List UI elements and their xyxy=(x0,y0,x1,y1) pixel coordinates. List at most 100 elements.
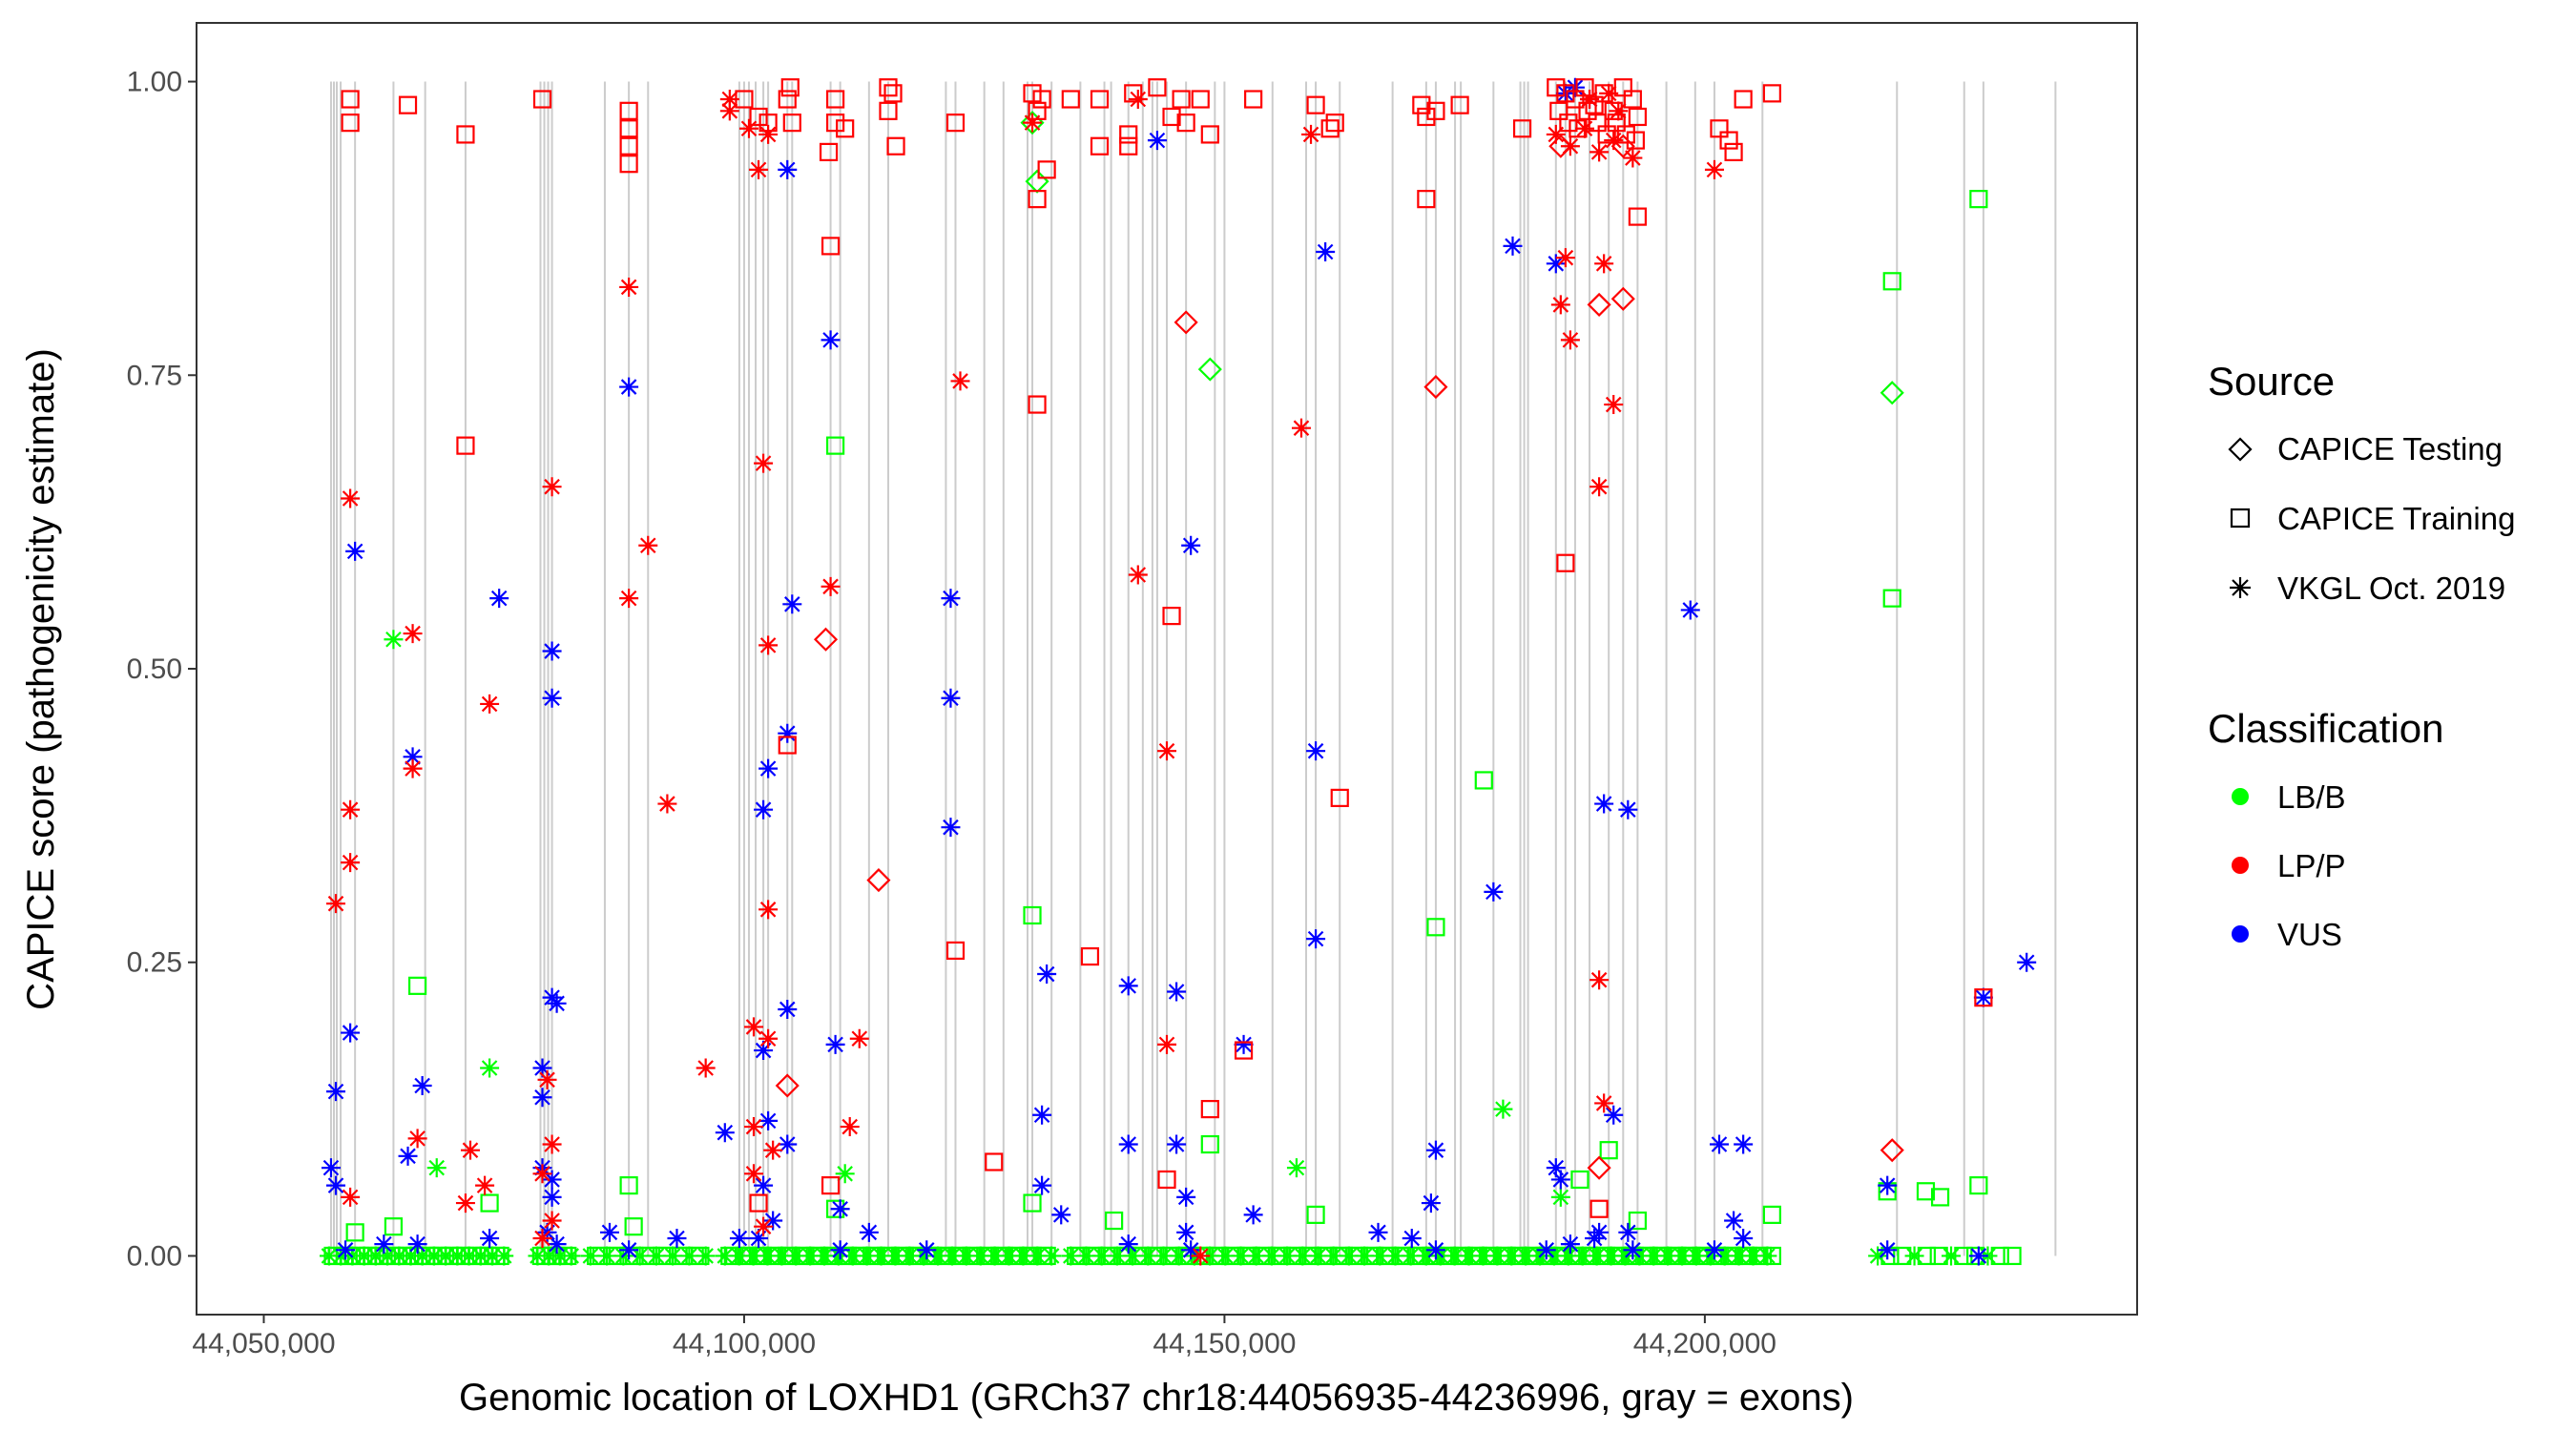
data-point-asterisk xyxy=(1355,1246,1375,1266)
data-point-square xyxy=(1037,160,1056,179)
data-point-square xyxy=(1570,1170,1589,1190)
data-point-diamond xyxy=(866,868,891,893)
data-point-square xyxy=(1330,788,1349,808)
data-point-square xyxy=(1090,136,1110,156)
data-point-asterisk xyxy=(341,853,361,873)
data-point-asterisk xyxy=(1589,1222,1610,1242)
data-point-asterisk xyxy=(1575,118,1595,138)
data-point-square xyxy=(1599,1141,1618,1160)
data-point-asterisk xyxy=(336,1240,356,1260)
data-point-asterisk xyxy=(341,799,361,819)
data-point-asterisk xyxy=(1729,1246,1749,1266)
data-point-square xyxy=(1917,1246,1936,1266)
data-point-asterisk xyxy=(1316,242,1336,262)
data-point-asterisk xyxy=(547,1234,567,1255)
data-point-asterisk xyxy=(1516,1246,1536,1266)
data-point-asterisk xyxy=(729,1246,749,1266)
data-point-asterisk xyxy=(857,1246,877,1266)
data-point-square xyxy=(945,941,966,961)
data-point-asterisk xyxy=(326,894,346,914)
data-point-asterisk xyxy=(900,1246,920,1266)
data-point-asterisk xyxy=(758,1246,778,1266)
data-point-asterisk xyxy=(1339,1246,1359,1266)
data-point-asterisk xyxy=(1107,1246,1127,1266)
data-point-asterisk xyxy=(1904,1246,1924,1266)
data-point-asterisk xyxy=(763,1211,783,1231)
data-point-asterisk xyxy=(1425,1140,1445,1160)
data-point-diamond xyxy=(1174,310,1198,335)
data-point-square xyxy=(1762,84,1781,103)
data-point-asterisk xyxy=(532,1164,552,1184)
y-tick-label: 0.75 xyxy=(127,360,182,391)
data-point-asterisk xyxy=(715,1246,735,1266)
data-point-square xyxy=(886,136,905,156)
data-point-asterisk xyxy=(597,1246,617,1266)
data-point-asterisk xyxy=(1037,964,1057,985)
data-point-asterisk xyxy=(542,1170,562,1190)
data-point-square xyxy=(1882,589,1901,608)
data-point-asterisk xyxy=(778,159,798,179)
data-point-asterisk xyxy=(1743,1246,1763,1266)
data-point-asterisk xyxy=(542,1134,562,1154)
data-point-asterisk xyxy=(754,1175,774,1195)
data-point-asterisk xyxy=(1123,1246,1143,1266)
data-point-square xyxy=(480,1193,499,1213)
data-point-asterisk xyxy=(1594,1093,1614,1113)
data-point-square xyxy=(826,436,845,455)
data-point-square xyxy=(1930,1188,1950,1207)
data-point-square xyxy=(1176,114,1195,133)
data-point-asterisk xyxy=(403,758,423,778)
legend-source-item: CAPICE Training xyxy=(2230,501,2515,536)
data-point-square xyxy=(341,90,360,109)
data-point-asterisk xyxy=(619,277,639,297)
data-point-asterisk xyxy=(738,118,758,138)
data-point-asterisk xyxy=(1868,1246,1888,1266)
data-point-asterisk xyxy=(1672,1246,1693,1266)
data-point-square xyxy=(836,119,855,138)
data-point-asterisk xyxy=(326,1082,346,1102)
data-point-square xyxy=(1724,142,1743,161)
data-point-square xyxy=(1578,101,1597,120)
data-point-square xyxy=(1628,1211,1647,1231)
legend: Source CAPICE Testing CAPICE Training VK… xyxy=(2208,359,2515,952)
legend-square-icon xyxy=(2230,508,2251,529)
data-point-asterisk xyxy=(489,589,509,609)
data-point-square xyxy=(456,436,475,455)
data-point-asterisk xyxy=(941,818,961,838)
data-point-asterisk xyxy=(532,1058,552,1078)
data-point-square xyxy=(1200,125,1219,144)
data-point-asterisk xyxy=(1594,794,1614,814)
data-point-asterisk xyxy=(1028,1246,1048,1266)
data-point-asterisk xyxy=(1724,1211,1744,1231)
data-point-square xyxy=(1450,95,1469,114)
data-point-asterisk xyxy=(542,1211,562,1231)
data-point-asterisk xyxy=(1176,1187,1196,1207)
data-point-asterisk xyxy=(985,1246,1005,1266)
data-point-square xyxy=(1588,114,1607,133)
data-point-asterisk xyxy=(1555,248,1575,268)
data-point-asterisk xyxy=(830,1240,850,1260)
data-point-asterisk xyxy=(758,758,779,778)
data-point-asterisk xyxy=(532,1228,552,1248)
data-point-asterisk xyxy=(849,1028,869,1048)
data-point-asterisk xyxy=(1306,741,1326,761)
data-point-asterisk xyxy=(1536,1240,1556,1260)
data-point-square xyxy=(1105,1211,1124,1231)
data-point-asterisk xyxy=(821,330,841,350)
data-point-square xyxy=(341,114,360,133)
data-point-square xyxy=(2003,1246,2022,1266)
data-point-square xyxy=(1974,988,1993,1007)
data-point-asterisk xyxy=(1293,1246,1313,1266)
data-point-asterisk xyxy=(828,1246,848,1266)
data-point-square xyxy=(1306,95,1325,114)
data-point-diamond xyxy=(1880,381,1904,405)
data-point-square xyxy=(1585,95,1604,114)
data-point-asterisk xyxy=(1308,1246,1328,1266)
y-tick-label: 1.00 xyxy=(127,67,182,98)
data-point-square xyxy=(1023,1193,1042,1213)
data-point-square xyxy=(1916,1182,1936,1201)
data-point-asterisk xyxy=(599,1222,619,1242)
data-point-asterisk xyxy=(1604,1105,1624,1125)
data-point-asterisk xyxy=(619,589,639,609)
legend-diamond-icon xyxy=(2228,437,2253,462)
